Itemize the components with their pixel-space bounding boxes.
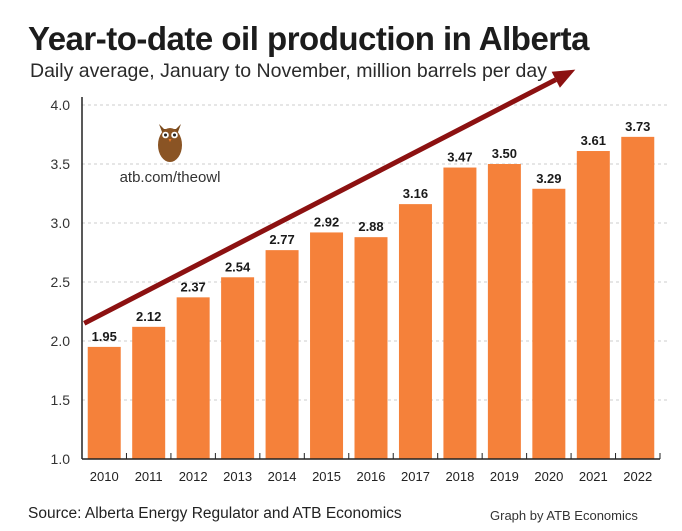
- data-label: 3.47: [447, 150, 472, 165]
- bar-2010: [87, 346, 121, 459]
- data-label: 2.77: [269, 232, 294, 247]
- y-tick-label: 3.5: [51, 156, 71, 172]
- bar-2017: [398, 204, 432, 459]
- x-tick-label: 2010: [90, 469, 119, 484]
- x-tick-label: 2017: [401, 469, 430, 484]
- bar-2013: [221, 277, 255, 459]
- bar-2015: [310, 232, 344, 459]
- x-tick-label: 2022: [623, 469, 652, 484]
- axes: 1.0 1.5 2.0 2.5 3.0 3.5 4.0 2010 2011 2012 2013 201…: [51, 97, 661, 484]
- data-label: 2.54: [225, 259, 251, 274]
- bars: 1.95 2.12 2.37 2.54 2.77 2.92 2.88 3.16 3.47 3.50…: [87, 119, 655, 460]
- y-tick-label: 1.5: [51, 392, 71, 408]
- data-label: 2.92: [314, 214, 339, 229]
- bar-2016: [354, 237, 388, 459]
- y-tick-label: 3.0: [51, 215, 71, 231]
- data-label: 2.88: [358, 219, 383, 234]
- bar-2011: [132, 326, 166, 459]
- bar-2014: [265, 250, 299, 459]
- bar-2012: [176, 297, 210, 459]
- owl-logo: atb.com/theowl: [120, 124, 221, 186]
- owl-icon: [158, 124, 182, 162]
- bar-2022: [621, 136, 655, 460]
- x-tick-label: 2013: [223, 469, 252, 484]
- credit-note: Graph by ATB Economics: [490, 508, 638, 523]
- y-tick-label: 2.0: [51, 333, 71, 349]
- trend-arrow: [83, 69, 576, 326]
- bar-2020: [532, 188, 566, 459]
- logo-text: atb.com/theowl: [120, 169, 221, 186]
- x-tick-label: 2018: [445, 469, 474, 484]
- y-tick-label: 4.0: [51, 97, 71, 113]
- bar-2019: [487, 164, 521, 459]
- source-note: Source: Alberta Energy Regulator and ATB…: [28, 505, 402, 522]
- chart-subtitle: Daily average, January to November, mill…: [30, 60, 547, 82]
- x-tick-label: 2020: [534, 469, 563, 484]
- x-tick-label: 2019: [490, 469, 519, 484]
- chart-title: Year-to-date oil production in Alberta: [28, 20, 589, 57]
- x-tick-label: 2012: [179, 469, 208, 484]
- data-label: 3.29: [536, 171, 561, 186]
- data-label: 2.12: [136, 309, 161, 324]
- bar-2021: [576, 151, 610, 459]
- data-label: 3.61: [581, 133, 606, 148]
- data-label: 3.16: [403, 186, 428, 201]
- y-tick-label: 1.0: [51, 451, 71, 467]
- arrow-head: [551, 69, 576, 88]
- x-tick-label: 2016: [357, 469, 386, 484]
- data-label: 2.37: [180, 279, 205, 294]
- data-label: 3.73: [625, 119, 650, 134]
- x-tick-label: 2021: [579, 469, 608, 484]
- y-tick-label: 2.5: [51, 274, 71, 290]
- data-label: 3.50: [492, 146, 517, 161]
- bar-2018: [443, 167, 477, 460]
- arrow-shaft: [83, 77, 557, 326]
- x-tick-label: 2015: [312, 469, 341, 484]
- x-tick-label: 2011: [135, 469, 163, 484]
- x-tick-label: 2014: [268, 469, 297, 484]
- data-label: 1.95: [92, 329, 117, 344]
